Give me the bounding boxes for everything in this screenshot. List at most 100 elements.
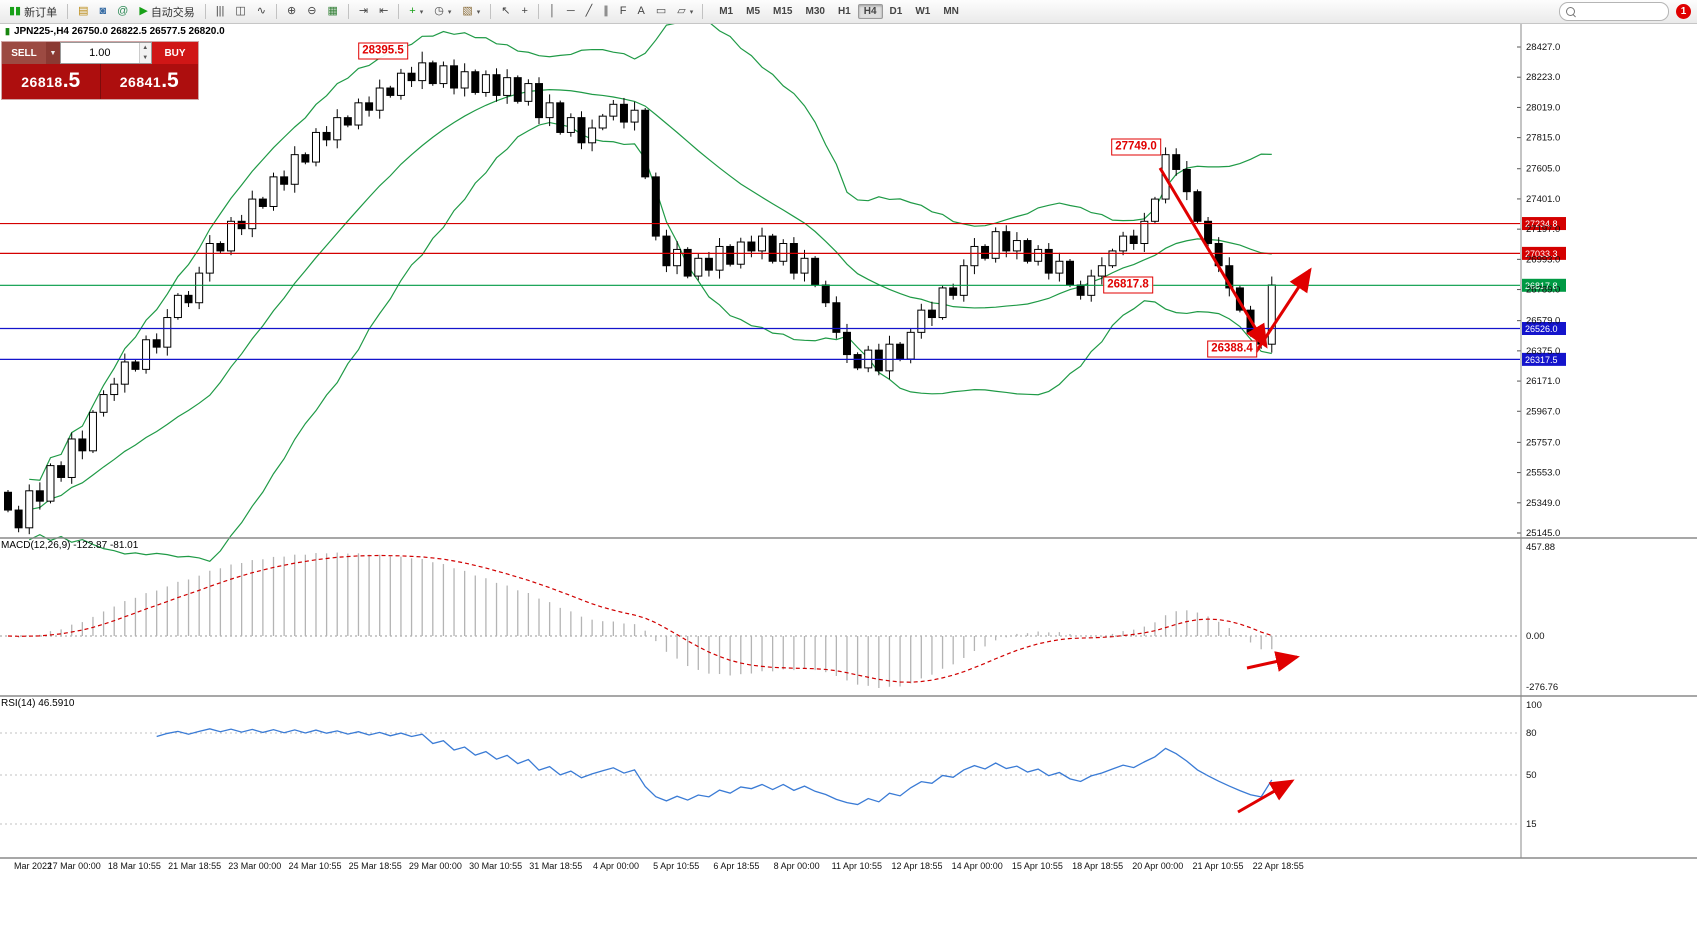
tile-windows-button[interactable]: ▦ bbox=[322, 1, 342, 22]
stepper-down-icon[interactable]: ▼ bbox=[142, 55, 149, 61]
symbol-ohlc-bar: ▮ JPN225-,H4 26750.0 26822.5 26577.5 268… bbox=[5, 26, 225, 37]
zoom-in-button[interactable]: ⊕ bbox=[282, 1, 301, 22]
toolbar-separator bbox=[537, 4, 539, 19]
charts-window-button[interactable]: ▤ bbox=[73, 1, 93, 22]
line-chart-button[interactable]: ∿ bbox=[252, 1, 271, 22]
community-icon: @ bbox=[117, 5, 129, 17]
text-button[interactable]: A bbox=[632, 1, 649, 22]
svg-text:26789.0: 26789.0 bbox=[1526, 285, 1560, 296]
timeframe-m1-button[interactable]: M1 bbox=[719, 6, 734, 17]
chevron-down-icon[interactable]: ▾ bbox=[689, 8, 694, 16]
svg-text:28223.0: 28223.0 bbox=[1526, 72, 1560, 83]
toolbar-separator bbox=[702, 4, 704, 19]
timeframe-m30-button[interactable]: M30 bbox=[805, 6, 825, 17]
stepper-up-icon[interactable]: ▲ bbox=[142, 45, 149, 51]
sell-price-big: .5 bbox=[62, 69, 81, 92]
search-input[interactable] bbox=[1579, 5, 1662, 18]
zoom-out-icon: ⊖ bbox=[307, 5, 317, 17]
periods-button[interactable]: ◷ ▾ bbox=[429, 1, 456, 22]
shapes-button[interactable]: ▱ ▾ bbox=[672, 1, 698, 22]
rsi-up-arrow[interactable] bbox=[1237, 779, 1295, 814]
channel-icon: ∥ bbox=[603, 5, 609, 17]
toolbar-separator bbox=[490, 4, 492, 19]
channel-button[interactable]: ∥ bbox=[598, 1, 614, 22]
chart-mini-icon: ▮ bbox=[5, 26, 10, 36]
trend-down-arrow[interactable] bbox=[1158, 167, 1268, 349]
autotrading-play-button[interactable]: ▶ 自动交易 bbox=[134, 1, 199, 22]
timeframe-w1-button[interactable]: W1 bbox=[915, 6, 931, 17]
horizontal-line-icon: ─ bbox=[566, 5, 575, 17]
chart-shift-button[interactable]: ⇤ bbox=[374, 1, 393, 22]
macd-axis: 457.88 0.00 -276.76 bbox=[1526, 542, 1558, 693]
auto-scroll-button[interactable]: ⇥ bbox=[354, 1, 373, 22]
bar-chart-button[interactable]: ||| bbox=[211, 1, 230, 22]
shapes-icon: ▱ bbox=[677, 5, 686, 17]
sell-dropdown-icon[interactable]: ▼ bbox=[46, 42, 60, 64]
zoom-in-icon: ⊕ bbox=[287, 5, 297, 17]
volume-stepper: ▲ ▼ bbox=[138, 43, 151, 63]
svg-text:4 Apr 00:00: 4 Apr 00:00 bbox=[593, 861, 639, 871]
timeframe-mn-button[interactable]: MN bbox=[943, 6, 959, 17]
timeframe-m15-button[interactable]: M15 bbox=[773, 6, 793, 17]
price-annotation-26388.4[interactable]: 26388.4 bbox=[1207, 340, 1257, 358]
autotrading-play-label: 自动交易 bbox=[150, 6, 195, 19]
indicators-icon: + bbox=[409, 5, 416, 17]
sell-button[interactable]: SELL bbox=[2, 42, 46, 64]
zoom-out-button[interactable]: ⊖ bbox=[302, 1, 321, 22]
chevron-down-icon[interactable]: ▾ bbox=[476, 8, 481, 16]
timeframe-buttons: M1 M5 M15 M30 H1 H4 D1 W1 MN bbox=[713, 4, 965, 19]
indicators-button[interactable]: + ▾ bbox=[404, 1, 428, 22]
svg-text:18 Mar 10:55: 18 Mar 10:55 bbox=[108, 861, 161, 871]
svg-text:25553.0: 25553.0 bbox=[1526, 468, 1560, 479]
chevron-down-icon[interactable]: ▾ bbox=[447, 8, 452, 16]
main-toolbar: ▮▮ 新订单 ▤ ◙ @ ▶ 自动交易 ||| ◫ ∿ ⊕ ⊖ ▦ ⇥ ⇤ + ▾ ◷ ▾ ▧ ▾ ↖ + │ ─ ╱ ∥ F A ▭ ▱ ▾… bbox=[0, 0, 1697, 24]
profile-button[interactable]: ◙ bbox=[95, 1, 112, 22]
vertical-line-button[interactable]: │ bbox=[544, 1, 561, 22]
candles-layer bbox=[4, 51, 1276, 535]
fibonacci-icon: F bbox=[619, 5, 627, 17]
svg-text:27815.0: 27815.0 bbox=[1526, 133, 1560, 144]
macd-signal-line bbox=[7, 554, 1272, 683]
templates-button[interactable]: ▧ ▾ bbox=[457, 1, 485, 22]
timeframe-d1-button[interactable]: D1 bbox=[889, 6, 903, 17]
timeframe-h4-button[interactable]: H4 bbox=[857, 4, 883, 19]
svg-text:25967.0: 25967.0 bbox=[1526, 406, 1560, 417]
buy-button[interactable]: BUY bbox=[152, 42, 198, 64]
candlestick-chart-button[interactable]: ◫ bbox=[230, 1, 250, 22]
timeframe-h1-button[interactable]: H1 bbox=[837, 6, 851, 17]
trendline-button[interactable]: ╱ bbox=[581, 1, 598, 22]
cursor-button[interactable]: ↖ bbox=[496, 1, 515, 22]
price-annotation-26817.8[interactable]: 26817.8 bbox=[1103, 276, 1153, 294]
timeframe-m5-button[interactable]: M5 bbox=[746, 6, 761, 17]
new-order-button[interactable]: ▮▮ 新订单 bbox=[4, 1, 62, 22]
price-annotation-28395.5[interactable]: 28395.5 bbox=[358, 42, 408, 60]
notification-badge[interactable]: 1 bbox=[1676, 4, 1691, 19]
buy-price[interactable]: 26841 .5 bbox=[100, 64, 198, 99]
macd-up-arrow[interactable] bbox=[1246, 651, 1300, 672]
svg-text:17 Mar 00:00: 17 Mar 00:00 bbox=[48, 861, 101, 871]
label-button[interactable]: ▭ bbox=[651, 1, 671, 22]
candlestick-chart-icon: ◫ bbox=[235, 5, 246, 17]
panel-dividers[interactable] bbox=[0, 24, 1697, 859]
horizontal-line-button[interactable]: ─ bbox=[562, 1, 580, 22]
symbol-ohlc-text: JPN225-,H4 26750.0 26822.5 26577.5 26820… bbox=[13, 26, 225, 37]
crosshair-button[interactable]: + bbox=[517, 1, 533, 22]
svg-text:29 Mar 00:00: 29 Mar 00:00 bbox=[409, 861, 462, 871]
price-annotation-27749.0[interactable]: 27749.0 bbox=[1111, 138, 1161, 156]
svg-text:23 Mar 00:00: 23 Mar 00:00 bbox=[228, 861, 281, 871]
svg-text:25349.0: 25349.0 bbox=[1526, 498, 1560, 509]
svg-text:27605.0: 27605.0 bbox=[1526, 164, 1560, 175]
search-box[interactable] bbox=[1559, 2, 1669, 21]
rebound-up-arrow[interactable] bbox=[1254, 267, 1312, 353]
svg-text:25145.0: 25145.0 bbox=[1526, 528, 1560, 539]
sell-price[interactable]: 26818 .5 bbox=[2, 64, 101, 99]
volume-input[interactable] bbox=[61, 43, 139, 63]
drawn-arrows[interactable] bbox=[1158, 167, 1312, 814]
price-axis: 28427.0 28223.0 28019.0 27815.0 27605.0 27401… bbox=[1517, 42, 1560, 539]
fibonacci-button[interactable]: F bbox=[615, 1, 632, 22]
community-button[interactable]: @ bbox=[112, 1, 133, 22]
rsi-line bbox=[156, 728, 1273, 806]
chevron-down-icon[interactable]: ▾ bbox=[419, 8, 424, 16]
bollinger-upper bbox=[29, 16, 1272, 481]
